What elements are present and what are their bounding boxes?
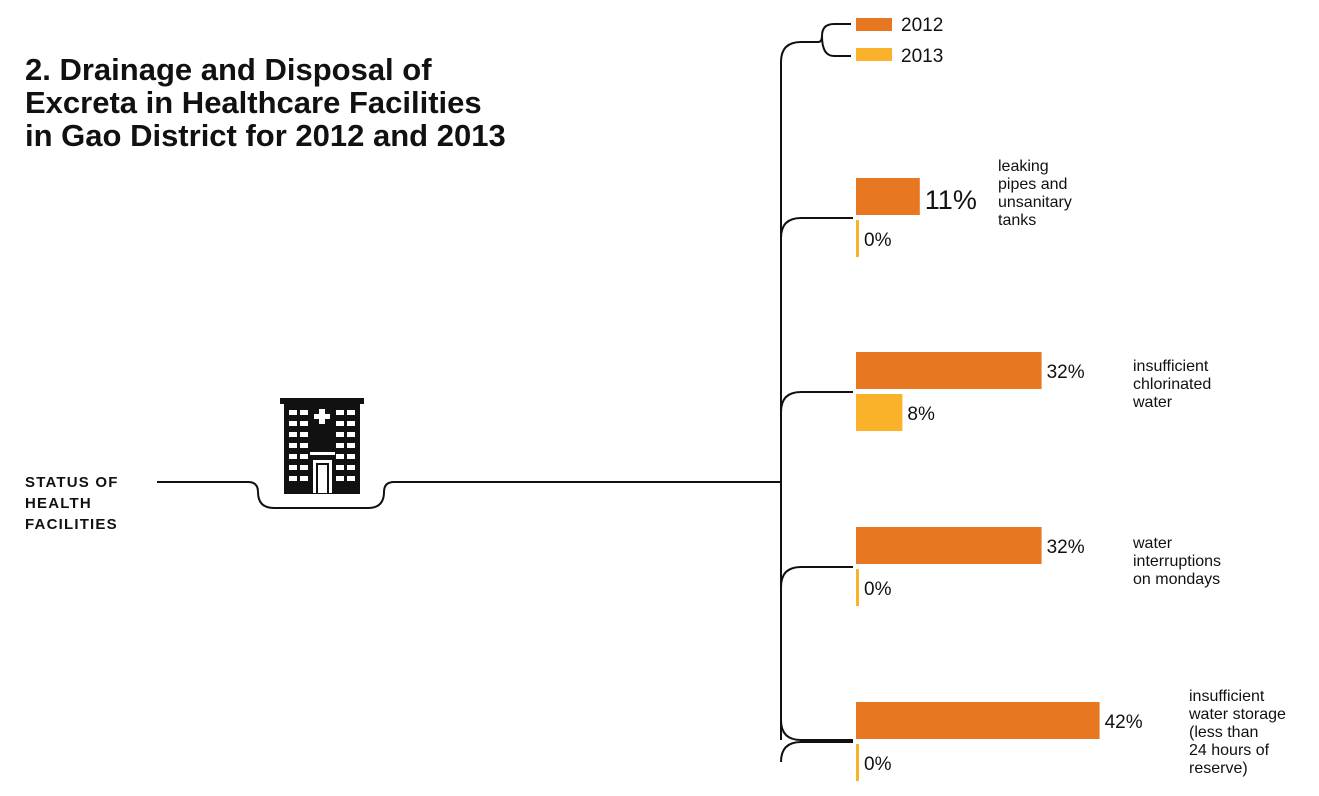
branch-connector — [781, 525, 852, 567]
category-label-line: unsanitary — [998, 194, 1072, 211]
category-label-line: insufficient — [1133, 358, 1209, 375]
category-label: leaking pipes and unsanitary tanks — [998, 158, 1072, 230]
bar-2013 — [856, 744, 859, 781]
category-label-line: leaking — [998, 158, 1049, 175]
bar-2013 — [856, 569, 859, 606]
status-of-health-facilities-label: STATUS OF HEALTH FACILITIES — [25, 472, 119, 535]
legend-label-2013: 2013 — [901, 46, 943, 67]
value-label-2012: 11% — [925, 185, 977, 215]
bar-2012 — [856, 352, 1042, 389]
branch-connector — [781, 350, 852, 392]
bar-2012 — [856, 702, 1100, 739]
branch-connector — [781, 700, 852, 742]
title-line-3: in Gao District for 2012 and 2013 — [25, 118, 506, 153]
category-label-line: tanks — [998, 212, 1037, 229]
legend-connector — [780, 23, 851, 63]
group-connector — [780, 566, 853, 588]
legend: 2012 2013 — [856, 15, 943, 67]
group-connector — [780, 217, 853, 239]
value-label-2012: 32% — [1047, 362, 1085, 383]
value-label-2013: 0% — [864, 754, 892, 775]
value-label-2013: 8% — [907, 404, 935, 425]
group-connector — [780, 741, 853, 763]
status-label-line-2: HEALTH — [25, 495, 92, 512]
hospital-building-icon — [280, 398, 364, 494]
value-label-2013: 0% — [864, 579, 892, 600]
category-label-line: pipes and — [998, 176, 1068, 193]
category-label-line: on mondays — [1133, 571, 1221, 588]
branch-connector — [781, 176, 852, 218]
category-label-line: water storage — [1189, 706, 1286, 723]
status-label-line-1: STATUS OF — [25, 474, 119, 491]
category-label-line: chlorinated — [1133, 376, 1212, 393]
category-label: insufficient chlorinated water — [1133, 358, 1211, 412]
category-label-line: reserve) — [1189, 760, 1248, 777]
legend-swatch-2012 — [856, 18, 892, 31]
connector-left — [157, 481, 781, 509]
group-connector — [780, 391, 853, 413]
category-label-line: 24 hours of — [1189, 742, 1270, 759]
value-label-2013: 0% — [864, 230, 892, 251]
bar-2012 — [856, 527, 1042, 564]
bar-2013 — [856, 220, 859, 257]
legend-swatch-2013 — [856, 48, 892, 61]
title-line-1: 2. Drainage and Disposal of — [25, 52, 432, 87]
value-label-2012: 42% — [1105, 712, 1143, 733]
status-label-line-3: FACILITIES — [25, 516, 118, 533]
legend-label-2012: 2012 — [901, 15, 943, 36]
category-label-line: (less than — [1189, 724, 1259, 741]
category-label-line: water — [1133, 394, 1173, 411]
bar-2012 — [856, 178, 920, 215]
category-label-line: insufficient — [1189, 688, 1265, 705]
title-line-2: Excreta in Healthcare Facilities — [25, 85, 482, 120]
category-label: insufficient water storage (less than 24 ho… — [1189, 688, 1286, 778]
value-label-2012: 32% — [1047, 537, 1085, 558]
chart-title: 2. Drainage and Disposal of Excreta in H… — [25, 53, 625, 152]
category-label: water interruptions on mondays — [1133, 535, 1221, 589]
category-label-line: water — [1133, 535, 1173, 552]
category-label-line: interruptions — [1133, 553, 1222, 570]
bar-2013 — [856, 394, 903, 431]
bars-group: 11% 0% 32% 8% 32% 0% 42% 0% — [780, 176, 1143, 781]
trunk-end-connector — [780, 719, 853, 741]
